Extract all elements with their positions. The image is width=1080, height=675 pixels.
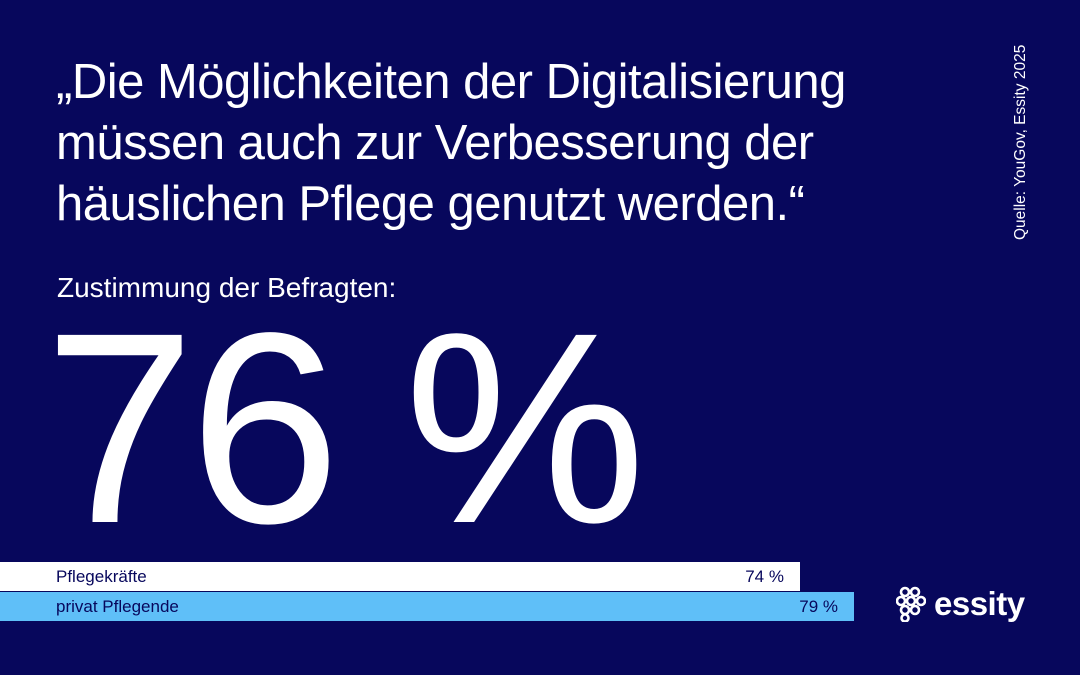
bar-1: Pflegekräfte 74 % — [0, 562, 800, 591]
essity-logo-icon — [896, 586, 926, 622]
bar-2: privat Pflegende 79 % — [0, 592, 854, 621]
subtitle: Zustimmung der Befragten: — [57, 272, 397, 303]
bar-label: Pflegekräfte — [56, 567, 147, 586]
quote-title: „Die Möglichkeiten der Digitalisierung m… — [56, 52, 956, 235]
logo-text: essity — [934, 585, 1025, 622]
headline-value: 76 % — [44, 276, 646, 580]
bar-value-label: 74 % — [745, 567, 784, 586]
bar-label: privat Pflegende — [56, 597, 179, 616]
quote-line: häuslichen Pflege genutzt werden.“ — [56, 177, 805, 231]
essity-logo: essity — [896, 585, 1025, 623]
quote-line: müssen auch zur Verbesserung der — [56, 116, 814, 170]
source-note: Quelle: YouGov, Essity 2025 — [1012, 44, 1029, 240]
quote-line: „Die Möglichkeiten der Digitalisierung — [56, 55, 846, 109]
bar-value-label: 79 % — [799, 597, 838, 616]
bar-chart: Pflegekräfte 74 % privat Pflegende 79 % — [0, 562, 1080, 622]
